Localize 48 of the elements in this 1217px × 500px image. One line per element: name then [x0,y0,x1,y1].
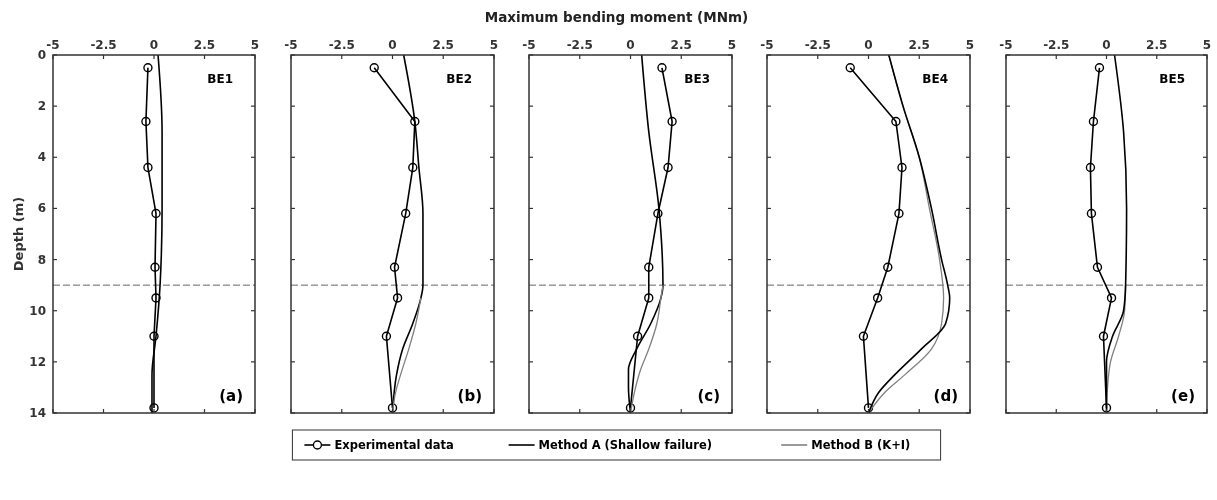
x-tick-label: 5 [250,38,260,52]
x-tick-label: 0 [626,38,635,52]
annotation: (a) [219,387,243,405]
annotation: (c) [697,387,720,405]
x-tick-label: -5 [760,38,774,52]
y-tick-label: 12 [29,354,46,369]
x-tick-label: -5 [522,38,536,52]
x-axis-title: Maximum bending moment (MNm) [484,9,749,25]
x-tick-label: 0 [149,38,159,52]
x-tick-label: 2.5 [908,38,930,52]
y-tick-label: 2 [37,99,46,114]
annotation: BE2 [446,72,472,86]
annotation: BE3 [684,72,710,86]
y-tick-label: 8 [37,252,46,267]
annotation: (e) [1171,387,1195,405]
x-tick-label: 2.5 [670,38,692,52]
x-tick-label: 2.5 [1146,38,1168,52]
x-tick-label: -5 [999,38,1013,52]
x-tick-label: -5 [46,38,60,52]
x-tick-label: -2.5 [566,38,593,52]
x-tick-label: 5 [965,38,975,52]
x-tick-label: 5 [489,38,499,52]
x-tick-label: -2.5 [1043,38,1070,52]
x-tick-label: -5 [284,38,298,52]
x-tick-label: -2.5 [90,38,117,52]
x-tick-label: 0 [1102,38,1111,52]
x-tick-label: 2.5 [432,38,454,52]
y-tick-label: 14 [29,406,46,420]
x-tick-label: 0 [388,38,397,52]
annotation: (b) [457,387,482,405]
y-tick-label: 6 [37,201,46,216]
x-tick-label: -2.5 [804,38,831,52]
x-tick-label: 2.5 [193,38,216,52]
x-tick-label: -2.5 [328,38,355,52]
x-tick-label: 5 [727,38,737,52]
y-tick-label: 4 [37,150,46,165]
y-axis-title: Depth (m) [11,196,26,272]
annotation: BE1 [207,72,233,86]
annotation: BE4 [922,72,948,86]
y-tick-label: 0 [37,48,46,62]
annotation: BE5 [1159,72,1185,86]
annotation: (d) [933,387,958,405]
x-tick-label: 0 [864,38,873,52]
y-tick-label: 10 [29,303,46,318]
legend-label: Method B (K+I) [811,438,911,452]
legend-label: Method A (Shallow failure) [538,438,713,452]
x-tick-label: 5 [1202,38,1212,52]
legend-label: Experimental data [334,438,454,452]
